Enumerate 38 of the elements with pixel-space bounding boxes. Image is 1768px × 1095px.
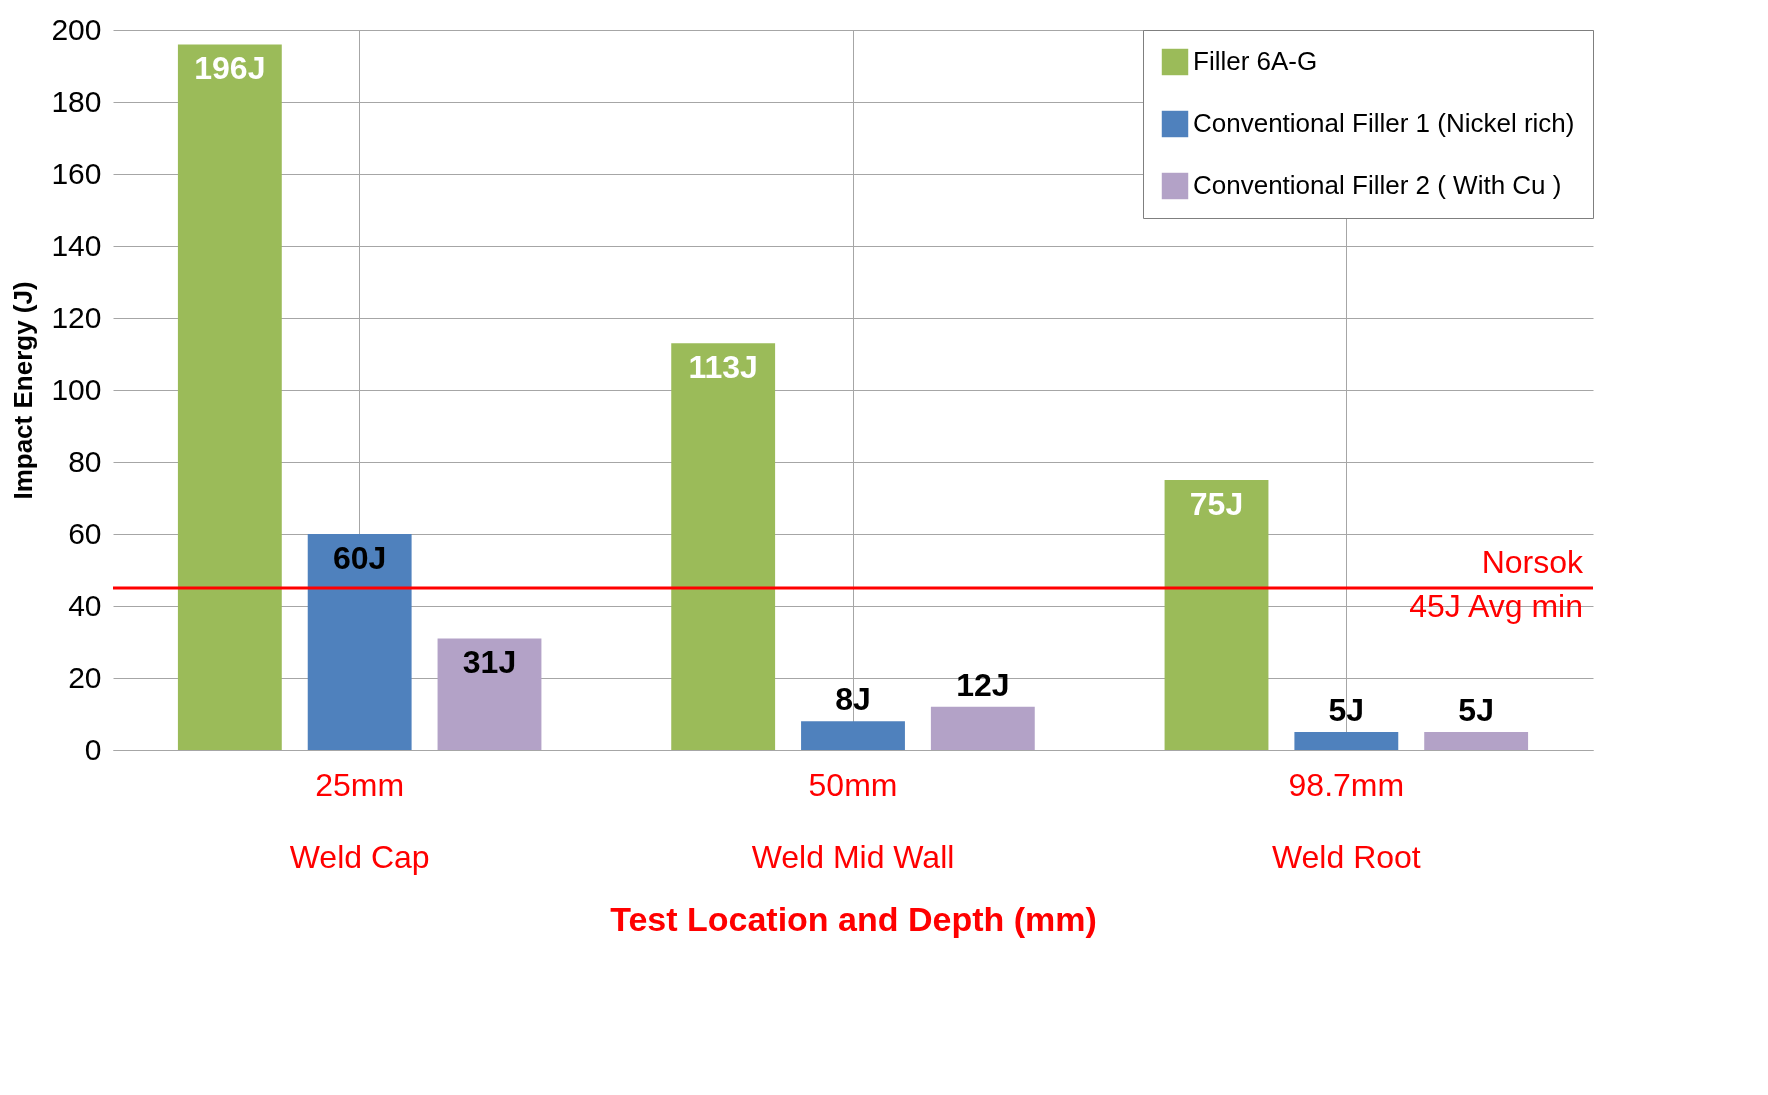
y-tick-label: 200 bbox=[51, 12, 102, 46]
bar bbox=[801, 721, 905, 750]
data-label: 75J bbox=[1189, 486, 1244, 522]
legend-label: Filler 6A-G bbox=[1193, 46, 1318, 76]
bar bbox=[437, 638, 542, 750]
x-tick-label: 25mm Weld Cap bbox=[289, 766, 430, 875]
bar bbox=[1164, 480, 1269, 750]
y-tick-label: 100 bbox=[51, 372, 102, 406]
y-axis-title: Impact Energy (J) bbox=[8, 281, 39, 500]
y-tick-label: 60 bbox=[68, 516, 102, 550]
bar bbox=[177, 44, 282, 750]
y-tick-label: 80 bbox=[68, 444, 102, 478]
data-label: 5J bbox=[1458, 692, 1494, 728]
y-tick-label: 0 bbox=[84, 732, 102, 766]
y-tick-label: 140 bbox=[51, 228, 102, 262]
y-tick-label: 160 bbox=[51, 156, 102, 190]
y-tick-label: 40 bbox=[68, 588, 102, 622]
x-tick-label: 50mm Weld Mid Wall bbox=[751, 766, 955, 875]
data-label: 196J bbox=[194, 50, 266, 87]
bar bbox=[1294, 732, 1399, 750]
data-label: 113J bbox=[688, 349, 758, 386]
data-label: 60J bbox=[332, 540, 387, 576]
data-label: 5J bbox=[1328, 692, 1365, 728]
x-tick-label: 98.7mm Weld Root bbox=[1271, 766, 1421, 875]
bar bbox=[671, 343, 776, 750]
legend-label: Conventional Filler 2 ( With Cu ) bbox=[1193, 170, 1562, 200]
bar bbox=[307, 534, 412, 750]
y-tick-label: 180 bbox=[51, 84, 102, 118]
legend-label: Conventional Filler 1 (Nickel rich) bbox=[1193, 108, 1575, 138]
y-tick-label: 20 bbox=[68, 660, 102, 694]
data-label: 12J bbox=[956, 666, 1010, 703]
bar bbox=[1424, 732, 1529, 750]
y-tick-label: 120 bbox=[51, 300, 102, 334]
x-axis-title: Test Location and Depth (mm) bbox=[610, 899, 1097, 938]
data-label: 31J bbox=[462, 644, 517, 681]
data-label: 8J bbox=[835, 681, 871, 718]
bar bbox=[930, 706, 1035, 750]
ref-line-label: Norsok 45J Avg min bbox=[1409, 544, 1584, 624]
